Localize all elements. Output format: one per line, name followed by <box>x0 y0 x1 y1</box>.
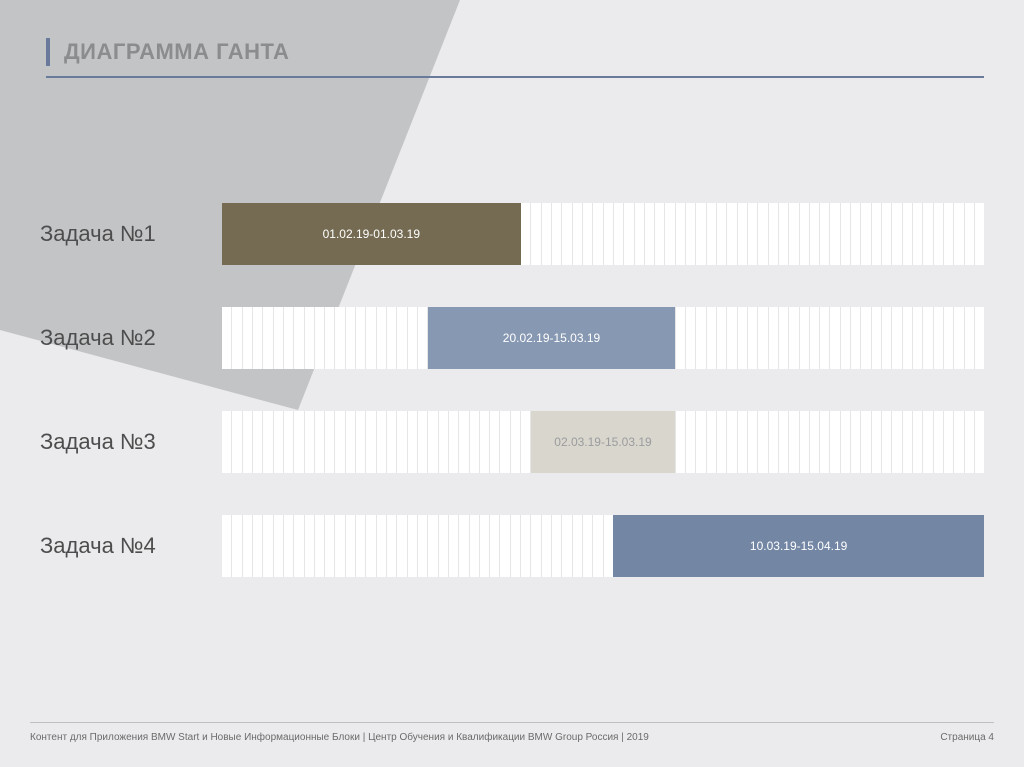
footer-left: Контент для Приложения BMW Start и Новые… <box>30 732 649 743</box>
gantt-row: Задача №4 10.03.19-15.04.19 <box>36 494 984 598</box>
footer-right: Страница 4 <box>940 732 994 743</box>
gantt-track: 20.02.19-15.03.19 <box>222 307 984 369</box>
gantt-track: 01.02.19-01.03.19 <box>222 203 984 265</box>
title-tick <box>46 38 50 66</box>
gantt-row-label: Задача №2 <box>36 325 222 351</box>
slide-page: ДИАГРАММА ГАНТА Задача №101.02.19-01.03.… <box>0 0 1024 767</box>
title-underline <box>46 76 984 78</box>
gantt-bar: 10.03.19-15.04.19 <box>613 515 984 577</box>
gantt-bar: 02.03.19-15.03.19 <box>531 411 675 473</box>
gantt-row-label: Задача №3 <box>36 429 222 455</box>
gantt-row-label: Задача №1 <box>36 221 222 247</box>
gantt-bar: 01.02.19-01.03.19 <box>222 203 521 265</box>
slide-header: ДИАГРАММА ГАНТА <box>46 38 984 78</box>
gantt-bar: 20.02.19-15.03.19 <box>428 307 675 369</box>
slide-footer: Контент для Приложения BMW Start и Новые… <box>30 732 994 743</box>
gantt-chart: Задача №101.02.19-01.03.19 Задача №2 20.02… <box>36 182 984 600</box>
gantt-track: 10.03.19-15.04.19 <box>222 515 984 577</box>
gantt-row-label: Задача №4 <box>36 533 222 559</box>
footer-divider <box>30 722 994 723</box>
page-title: ДИАГРАММА ГАНТА <box>64 39 289 65</box>
gantt-track: 02.03.19-15.03.19 <box>222 411 984 473</box>
gantt-row: Задача №101.02.19-01.03.19 <box>36 182 984 286</box>
gantt-row: Задача №2 20.02.19-15.03.19 <box>36 286 984 390</box>
gantt-row: Задача №3 02.03.19-15.03.19 <box>36 390 984 494</box>
title-wrap: ДИАГРАММА ГАНТА <box>46 38 984 66</box>
